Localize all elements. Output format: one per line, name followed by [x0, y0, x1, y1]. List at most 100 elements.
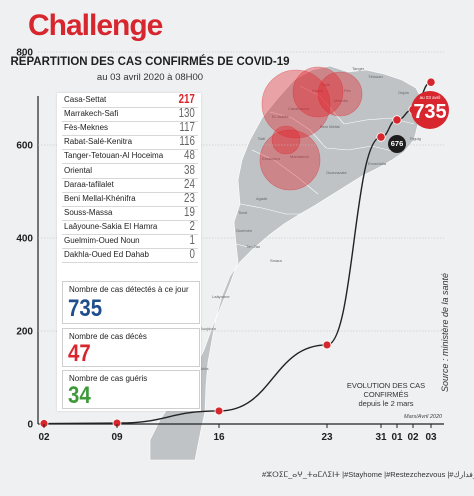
y-tick-label: 0: [27, 420, 33, 431]
x-tick-label: 01: [391, 432, 403, 443]
bubble-marrakech-safi: [259, 129, 321, 191]
region-name: Laâyoune-Sakia El Hamra: [64, 221, 158, 231]
region-row: Beni Mellal-Khénifra 23: [62, 190, 198, 207]
page-title: RÉPARTITION DES CAS CONFIRMÉS DE COVID-1…: [10, 56, 290, 68]
region-row: Marrakech-Safi 130: [62, 106, 198, 123]
x-axis-ticks: 02 09 16 23 31 01 02 03: [38, 424, 437, 443]
map-city-label: Figuig: [410, 136, 421, 141]
map-city-label: Salé: [322, 82, 331, 87]
y-tick-label: 600: [16, 141, 33, 152]
annotation-title: EVOLUTION DES CAS CONFIRMÉS: [346, 381, 426, 399]
region-row: Oriental 38: [62, 162, 198, 179]
x-tick-label: 03: [425, 432, 437, 443]
region-row: Souss-Massa 19: [62, 204, 198, 221]
data-point: [426, 77, 436, 87]
detected-box: Nombre de cas détectés à ce jour 735: [62, 281, 200, 324]
map-city-label: Rabat: [312, 88, 324, 93]
deaths-value: 47: [68, 340, 91, 367]
region-value: 48: [184, 148, 195, 163]
x-tick-label: 31: [375, 432, 387, 443]
total-badge-value: 735: [413, 101, 447, 123]
x-tick-label: 16: [213, 432, 225, 443]
recovered-label: Nombre de cas guéris: [69, 374, 148, 383]
region-row: Guelmim-Oued Noun 1: [62, 233, 198, 249]
deaths-label: Nombre de cas décès: [69, 332, 147, 341]
map-city-label: El Jadida: [272, 114, 289, 119]
series-line: [43, 81, 432, 425]
bubble-beni-mellal: [271, 125, 301, 155]
region-value: 217: [178, 92, 195, 106]
map-city-label: Essaouira: [262, 156, 281, 161]
recovered-value: 34: [68, 382, 91, 409]
region-name: Fès-Meknes: [64, 123, 109, 133]
region-name: Beni Mellal-Khénifra: [64, 193, 136, 203]
map-city-label: Errachidia: [368, 161, 387, 166]
region-value: 23: [184, 190, 195, 205]
data-point: [214, 406, 224, 416]
map-city-label: Tan-Tan: [246, 244, 260, 249]
chart-annotation: EVOLUTION DES CAS CONFIRMÉS depuis le 2 …: [336, 381, 436, 408]
period-label: Mars/Avril 2020: [404, 414, 443, 420]
total-badge-date: au 03 avril: [419, 95, 441, 100]
map-city-label: Laâyoune: [212, 294, 230, 299]
total-badge: au 03 avril 735: [411, 91, 449, 129]
region-row: Daraa-tafilalet 24: [62, 176, 198, 193]
map-city-label: Beni Mellal: [320, 124, 340, 129]
y-tick-label: 800: [16, 48, 33, 59]
map-city-label: Boujdour: [200, 326, 217, 331]
region-name: Souss-Massa: [64, 207, 113, 217]
map-city-label: Safi: [258, 136, 265, 141]
region-value: 116: [179, 134, 195, 149]
region-name: Daraa-tafilalet: [64, 179, 114, 189]
region-value: 19: [184, 204, 195, 219]
region-name: Marrakech-Safi: [64, 109, 119, 119]
x-tick-label: 09: [111, 432, 123, 443]
map-city-label: Marrakech: [290, 154, 309, 159]
region-row: Dakhla-Oued Ed Dahab 0: [62, 247, 198, 264]
previous-day-badge: 676: [388, 135, 406, 153]
region-name: Guelmim-Oued Noun: [64, 236, 140, 245]
region-value: 38: [184, 162, 195, 177]
map-city-label: Tétouan: [368, 74, 383, 79]
detected-label: Nombre de cas détectés à ce jour: [69, 285, 189, 294]
x-tick-label: 02: [407, 432, 419, 443]
x-tick-label: 23: [321, 432, 333, 443]
map-city-label: Dakhla: [196, 366, 209, 371]
annotation-subtitle: depuis le 2 mars: [358, 399, 414, 408]
recovered-box: Nombre de cas guéris 34: [62, 370, 200, 409]
bubble-fes-meknes: [317, 71, 363, 117]
y-tick-label: 400: [16, 234, 33, 245]
region-name: Rabat-Salé-Kenitra: [64, 137, 133, 147]
map-labels: TangerTétouanOujdaRabatSaléFèsMeknèsCasa…: [196, 66, 421, 371]
region-value: 117: [179, 120, 195, 135]
map-city-label: Oujda: [398, 90, 409, 95]
map-city-label: Tanger: [352, 66, 365, 71]
region-name: Oriental: [64, 165, 93, 175]
map-city-label: Agadir: [256, 196, 268, 201]
brand-logo: Challenge: [28, 9, 163, 42]
region-name: Casa-Settat: [64, 95, 107, 104]
region-row: Rabat-Salé-Kenitra 116: [62, 134, 198, 151]
region-value: 1: [189, 233, 195, 247]
region-row: Laâyoune-Sakia El Hamra 2: [62, 218, 198, 235]
region-value: 130: [178, 106, 195, 121]
y-axis-ticks: 0 200 400 600 800: [16, 48, 33, 431]
footer-hashtags: #ⵣⵔⵉⵎ_ⴰⵖ_ⵜⴰⵎⴷⵉⵏⵜ |#Stayhome |#Restezchez…: [262, 470, 474, 479]
data-point: [322, 340, 332, 350]
chart-axes: [37, 96, 444, 425]
x-tick-label: 02: [38, 432, 50, 443]
detected-value: 735: [68, 295, 103, 322]
page-subtitle: au 03 avril 2020 à 08H00: [96, 72, 204, 83]
chart-points: [39, 77, 436, 428]
map-city-label: Guelmim: [236, 228, 253, 233]
y-tick-label: 200: [16, 327, 33, 338]
deaths-box: Nombre de cas décès 47: [62, 328, 200, 367]
region-row: Fès-Meknes 117: [62, 120, 198, 137]
region-name: Dakhla-Oued Ed Dahab: [64, 250, 149, 260]
map-city-label: Ouarzazate: [326, 170, 347, 175]
region-name: Tanger-Tetouan-Al Hoceima: [64, 151, 164, 161]
region-value: 2: [189, 218, 195, 233]
region-value: 24: [184, 176, 195, 191]
chart-line: [43, 81, 432, 425]
